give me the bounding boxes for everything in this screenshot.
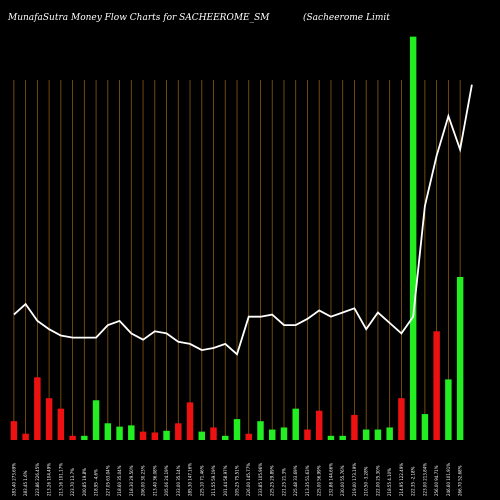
x-tick-label: 206.00 30.23% xyxy=(141,465,146,496)
x-tick-label: 223.00 213.84% xyxy=(422,463,427,496)
x-tick-label: 223.70 13.7% xyxy=(70,468,75,496)
x-tick-label: 222.00 25.30% xyxy=(375,465,380,496)
chart-title: MunafaSutra Money Flow Charts for SACHEE… xyxy=(7,13,270,23)
chart-title-company: (Sacheerome Limit xyxy=(303,12,390,23)
bar-6 xyxy=(81,435,88,440)
grid-lines xyxy=(13,80,461,440)
x-tick-label: 283.40 273.69% xyxy=(11,463,16,496)
x-tick-label: 213.35 51.63% xyxy=(305,465,310,496)
x-tick-label: 219.00 173.19% xyxy=(352,463,357,496)
x-tick-label: 232.86 144.66% xyxy=(328,463,333,496)
x-tick-label: 223.86 226.45% xyxy=(35,463,40,496)
bar-7 xyxy=(92,400,100,440)
money-flow-line xyxy=(13,84,473,356)
bar-2 xyxy=(34,377,41,440)
bar-3 xyxy=(45,398,53,440)
x-tick-label: 266.70 52.68% xyxy=(458,465,463,496)
bar-1 xyxy=(22,433,29,440)
bar-35 xyxy=(421,414,429,440)
x-tick-label: 227.05 63.04% xyxy=(105,465,110,496)
bar-14 xyxy=(175,423,182,440)
bar-38 xyxy=(456,276,464,440)
x-tick-label: 218.55 4.10% xyxy=(387,468,392,496)
x-tick-label: 285.30 147.16% xyxy=(188,463,193,496)
bar-15 xyxy=(186,402,194,440)
x-tick-label: 225.25 29.89% xyxy=(270,465,275,496)
x-tick-label: 210.50 -3.28% xyxy=(364,466,369,496)
bar-20 xyxy=(245,433,252,440)
bar-19 xyxy=(233,419,241,440)
x-tick-label: 218.60 35.04% xyxy=(117,465,122,496)
bar-21 xyxy=(257,421,264,440)
bar-17 xyxy=(210,427,217,440)
bar-29 xyxy=(351,414,358,440)
bar-27 xyxy=(327,435,335,440)
x-tick-label: 226.00 145.77% xyxy=(246,463,251,496)
bar-0 xyxy=(10,421,18,440)
x-tick-label: 205.06 24.19% xyxy=(164,465,169,496)
x-tick-label: 213.16 101.17% xyxy=(58,463,63,496)
x-tick-label: 213.26 104.49% xyxy=(47,463,52,496)
bar-5 xyxy=(69,435,76,440)
bar-8 xyxy=(104,423,112,440)
x-tick-label: 225.00 56.99% xyxy=(317,465,322,496)
x-tick-label: 218.95 -4.6% xyxy=(94,469,99,496)
bar-12 xyxy=(151,432,159,440)
bar-30 xyxy=(362,429,370,440)
bar-10 xyxy=(128,425,135,440)
x-tick-label: 246.60 101.91% xyxy=(446,463,451,496)
x-tick-label: 213.40 36.08% xyxy=(152,465,157,496)
x-tick-label: 230.00 55.76% xyxy=(340,465,345,496)
bar-34 xyxy=(409,36,417,440)
bar-11 xyxy=(139,431,147,440)
x-tick-label: 221.25 21.3% xyxy=(281,468,286,496)
bar-18 xyxy=(222,435,229,440)
x-tick-label: 256.00 94.71% xyxy=(434,465,439,496)
bar-4 xyxy=(57,408,65,440)
x-tick-label: 200.85 19.8% xyxy=(82,468,87,496)
bar-16 xyxy=(198,431,205,440)
bar-36 xyxy=(433,331,440,440)
x-tick-label: 225.10 71.46% xyxy=(199,465,204,496)
bar-33 xyxy=(398,398,405,440)
x-tick-label: 233.00 35.14% xyxy=(176,465,181,496)
x-tick-label: 211.55 59.19% xyxy=(211,465,216,496)
bar-25 xyxy=(304,429,311,440)
bar-9 xyxy=(116,426,123,440)
bar-23 xyxy=(280,427,288,440)
x-tick-label: 233.85 105.96% xyxy=(258,463,263,496)
bar-37 xyxy=(445,379,452,440)
x-tick-labels: 283.40 273.69% 283.45 1.6% 223.86 226.45% 2… xyxy=(11,463,462,496)
bar-13 xyxy=(163,430,170,440)
x-tick-label: 283.45 1.6% xyxy=(23,470,28,496)
x-tick-label: 205.25 75.51% xyxy=(235,465,240,496)
bar-24 xyxy=(292,408,299,440)
x-tick-label: 225.48 33.69% xyxy=(293,465,298,496)
bars xyxy=(10,36,464,440)
bar-22 xyxy=(269,429,276,440)
bar-26 xyxy=(315,410,323,440)
bar-28 xyxy=(339,435,346,440)
x-tick-label: 214.95 122.49% xyxy=(399,463,404,496)
x-tick-label: 201.44 58.97% xyxy=(223,465,228,496)
x-tick-label: 222.35 -2.18% xyxy=(411,466,416,496)
bar-31 xyxy=(374,429,382,440)
bar-32 xyxy=(386,427,393,440)
x-tick-label: 218.30 29.50% xyxy=(129,465,134,496)
